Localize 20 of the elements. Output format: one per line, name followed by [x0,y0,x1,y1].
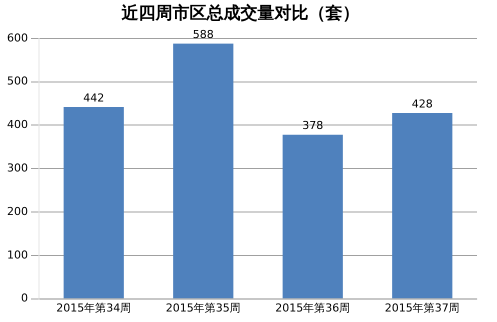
y-tick-label: 600 [6,31,28,44]
data-label: 378 [302,119,324,132]
x-tick-label: 2015年第35周 [166,301,241,314]
data-label: 588 [192,28,214,41]
chart-title: 近四周市区总成交量对比（套） [120,4,360,24]
y-tick-label: 500 [6,74,28,88]
y-tick-label: 100 [6,248,28,262]
y-tick-label: 300 [6,161,28,174]
bar [392,113,452,298]
x-tick-label: 2015年第37周 [384,301,460,314]
x-tick-label: 2015年第34周 [56,301,132,314]
y-tick-label: 0 [20,292,28,305]
data-label: 442 [83,91,104,104]
bar [64,106,124,298]
data-label: 428 [412,97,433,110]
bar [282,134,343,298]
y-tick-label: 200 [6,204,28,218]
x-tick-label: 2015年第36周 [275,301,350,314]
y-tick-label: 400 [6,118,28,132]
bar [173,44,234,298]
